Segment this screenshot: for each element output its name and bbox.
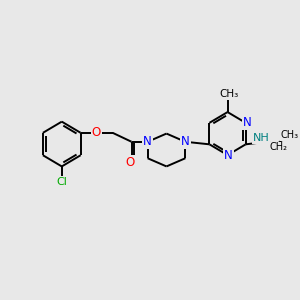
Text: N: N <box>143 135 152 148</box>
Text: CH₃: CH₃ <box>281 130 299 140</box>
Text: N: N <box>181 135 190 148</box>
Text: NH: NH <box>253 134 269 143</box>
Text: CH₂: CH₂ <box>269 142 287 152</box>
Text: O: O <box>126 156 135 169</box>
Text: N: N <box>224 148 233 162</box>
Text: CH₃: CH₃ <box>219 88 239 99</box>
Text: O: O <box>92 126 101 139</box>
Text: N: N <box>242 116 251 129</box>
Text: Cl: Cl <box>56 177 67 187</box>
